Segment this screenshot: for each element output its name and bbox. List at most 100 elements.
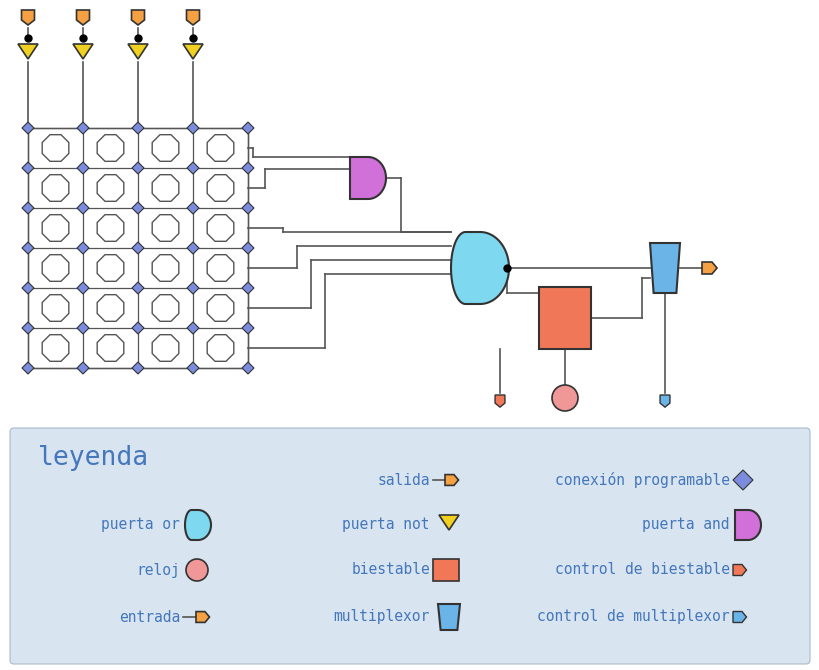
Polygon shape (196, 612, 209, 622)
Text: salida: salida (377, 472, 429, 488)
Polygon shape (22, 202, 34, 214)
Polygon shape (22, 242, 34, 254)
Polygon shape (450, 232, 509, 304)
Polygon shape (242, 162, 254, 174)
Text: biestable: biestable (351, 563, 429, 578)
Polygon shape (42, 214, 69, 241)
Polygon shape (77, 122, 89, 134)
Polygon shape (77, 362, 89, 374)
Polygon shape (128, 44, 147, 59)
Polygon shape (132, 242, 144, 254)
Polygon shape (21, 10, 34, 25)
Polygon shape (152, 335, 179, 361)
Polygon shape (73, 44, 93, 59)
Polygon shape (207, 295, 233, 322)
Text: puerta not: puerta not (342, 517, 429, 533)
Polygon shape (97, 335, 124, 361)
Polygon shape (42, 255, 69, 281)
Polygon shape (701, 262, 716, 274)
Polygon shape (185, 510, 210, 540)
Polygon shape (22, 322, 34, 334)
Polygon shape (437, 604, 459, 630)
Polygon shape (734, 510, 760, 540)
Polygon shape (132, 362, 144, 374)
Polygon shape (438, 515, 459, 530)
Polygon shape (242, 242, 254, 254)
Polygon shape (207, 175, 233, 201)
Polygon shape (77, 282, 89, 294)
Polygon shape (495, 395, 505, 407)
Polygon shape (242, 202, 254, 214)
Polygon shape (77, 202, 89, 214)
Polygon shape (131, 10, 144, 25)
Polygon shape (42, 175, 69, 201)
Polygon shape (242, 282, 254, 294)
Text: multiplexor: multiplexor (333, 610, 429, 624)
Text: leyenda: leyenda (38, 445, 149, 471)
Polygon shape (22, 362, 34, 374)
Polygon shape (42, 295, 69, 322)
Polygon shape (187, 282, 199, 294)
Polygon shape (22, 162, 34, 174)
Polygon shape (187, 162, 199, 174)
Polygon shape (649, 243, 679, 293)
Polygon shape (187, 122, 199, 134)
Polygon shape (152, 255, 179, 281)
Polygon shape (42, 335, 69, 361)
Polygon shape (132, 322, 144, 334)
Polygon shape (18, 44, 38, 59)
Polygon shape (77, 322, 89, 334)
Polygon shape (187, 242, 199, 254)
FancyBboxPatch shape (10, 428, 809, 664)
Polygon shape (207, 335, 233, 361)
Text: control de biestable: control de biestable (554, 563, 729, 578)
Polygon shape (242, 362, 254, 374)
Polygon shape (183, 44, 203, 59)
Polygon shape (187, 322, 199, 334)
Polygon shape (207, 135, 233, 161)
Polygon shape (97, 255, 124, 281)
Polygon shape (76, 10, 89, 25)
Circle shape (551, 385, 577, 411)
Polygon shape (242, 322, 254, 334)
Polygon shape (350, 157, 386, 199)
Bar (432, 559, 459, 581)
Polygon shape (187, 202, 199, 214)
Polygon shape (207, 255, 233, 281)
Text: conexión programable: conexión programable (554, 472, 729, 488)
Polygon shape (207, 214, 233, 241)
Text: entrada: entrada (119, 610, 180, 624)
Polygon shape (152, 295, 179, 322)
Polygon shape (152, 135, 179, 161)
Text: puerta and: puerta and (642, 517, 729, 533)
Polygon shape (42, 135, 69, 161)
Polygon shape (97, 214, 124, 241)
Polygon shape (22, 122, 34, 134)
Circle shape (186, 559, 208, 581)
Polygon shape (132, 122, 144, 134)
Polygon shape (152, 214, 179, 241)
Polygon shape (186, 10, 199, 25)
Polygon shape (77, 162, 89, 174)
Polygon shape (152, 175, 179, 201)
Bar (538, 287, 590, 349)
Polygon shape (97, 295, 124, 322)
Polygon shape (732, 470, 752, 490)
Text: reloj: reloj (136, 563, 180, 578)
Text: puerta or: puerta or (101, 517, 180, 533)
Polygon shape (445, 474, 458, 485)
Text: control de multiplexor: control de multiplexor (536, 610, 729, 624)
Polygon shape (77, 242, 89, 254)
Polygon shape (22, 282, 34, 294)
Polygon shape (659, 395, 669, 407)
Polygon shape (97, 175, 124, 201)
Polygon shape (187, 362, 199, 374)
Polygon shape (242, 122, 254, 134)
Polygon shape (132, 202, 144, 214)
Polygon shape (732, 612, 745, 622)
Polygon shape (132, 162, 144, 174)
Bar (28, 128, 247, 368)
Polygon shape (732, 565, 745, 576)
Polygon shape (97, 135, 124, 161)
Polygon shape (132, 282, 144, 294)
